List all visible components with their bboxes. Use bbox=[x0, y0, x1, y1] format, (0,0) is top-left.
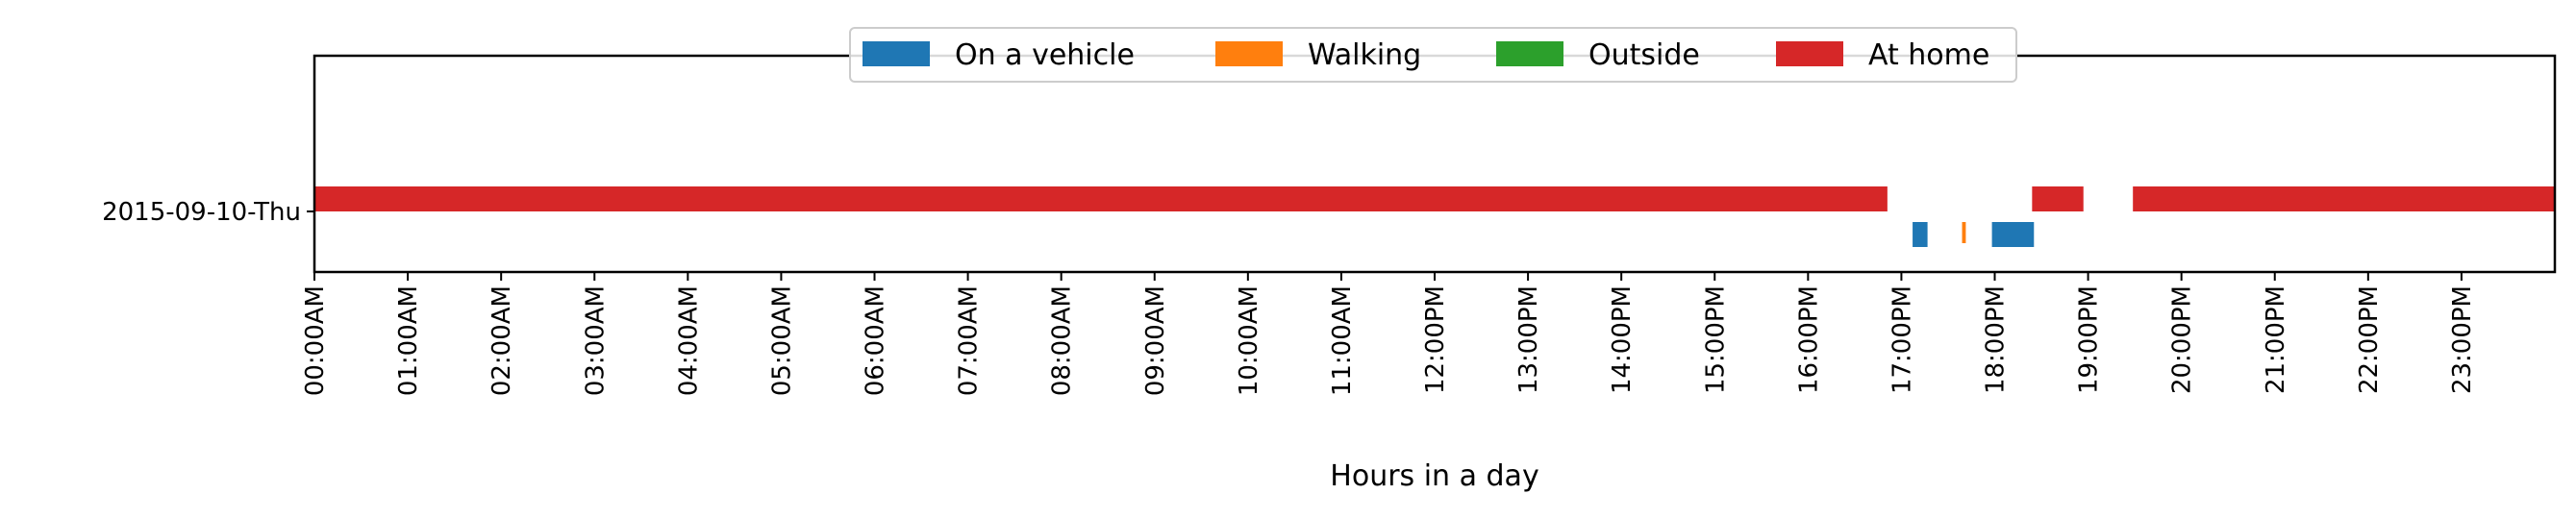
x-tick-label-14: 14:00PM bbox=[1608, 285, 1637, 394]
legend-swatch-walking bbox=[1215, 41, 1283, 66]
x-tick-label-12: 12:00PM bbox=[1421, 285, 1450, 394]
x-tick-label-19: 19:00PM bbox=[2075, 285, 2104, 394]
x-tick-label-3: 03:00AM bbox=[581, 285, 610, 396]
x-tick-label-22: 22:00PM bbox=[2355, 285, 2384, 394]
x-tick-label-9: 09:00AM bbox=[1141, 285, 1170, 396]
x-tick-label-20: 20:00PM bbox=[2168, 285, 2197, 394]
legend-swatch-on-a-vehicle bbox=[863, 41, 930, 66]
bars-layer bbox=[314, 186, 2555, 247]
bar-walking-0 bbox=[1962, 222, 1966, 243]
x-tick-label-13: 13:00PM bbox=[1514, 285, 1543, 394]
legend-box bbox=[849, 27, 2017, 83]
x-tick-label-4: 04:00AM bbox=[674, 285, 703, 396]
x-tick-label-10: 10:00AM bbox=[1235, 285, 1263, 396]
bar-on-a-vehicle-0 bbox=[1913, 222, 1928, 247]
x-tick-label-1: 01:00AM bbox=[394, 285, 423, 396]
y-axis: 2015-09-10-Thu bbox=[102, 198, 314, 227]
x-tick-label-0: 00:00AM bbox=[301, 285, 330, 396]
x-tick-label-15: 15:00PM bbox=[1701, 285, 1730, 394]
legend-label-walking: Walking bbox=[1308, 38, 1421, 72]
bar-at-home-2 bbox=[2133, 186, 2555, 211]
x-tick-label-5: 05:00AM bbox=[767, 285, 796, 396]
x-tick-label-8: 08:00AM bbox=[1048, 285, 1077, 396]
legend: On a vehicle Walking Outside At home bbox=[849, 27, 2017, 83]
x-axis: 00:00AM 01:00AM 02:00AM 03:00AM 04:00AM 05:00… bbox=[301, 272, 2477, 396]
bar-at-home-0 bbox=[314, 186, 1888, 211]
y-tick-label-0: 2015-09-10-Thu bbox=[102, 198, 301, 227]
legend-label-at-home: At home bbox=[1868, 38, 1989, 72]
x-tick-label-7: 07:00AM bbox=[955, 285, 984, 396]
legend-label-outside: Outside bbox=[1588, 38, 1700, 72]
plot-frame bbox=[313, 54, 2557, 274]
x-tick-label-21: 21:00PM bbox=[2262, 285, 2290, 394]
x-tick-label-2: 02:00AM bbox=[488, 285, 516, 396]
x-tick-label-11: 11:00AM bbox=[1328, 285, 1357, 396]
x-axis-title: Hours in a day bbox=[1330, 459, 1538, 493]
x-tick-label-23: 23:00PM bbox=[2448, 285, 2477, 394]
x-tick-label-17: 17:00PM bbox=[1888, 285, 1916, 394]
x-tick-label-18: 18:00PM bbox=[1982, 285, 2011, 394]
legend-label-on-a-vehicle: On a vehicle bbox=[955, 38, 1135, 72]
legend-swatch-outside bbox=[1496, 41, 1563, 66]
x-tick-label-16: 16:00PM bbox=[1794, 285, 1823, 394]
bar-on-a-vehicle-1 bbox=[1991, 222, 2035, 247]
legend-swatch-at-home bbox=[1776, 41, 1843, 66]
x-tick-label-6: 06:00AM bbox=[862, 285, 890, 396]
bar-at-home-1 bbox=[2032, 186, 2084, 211]
